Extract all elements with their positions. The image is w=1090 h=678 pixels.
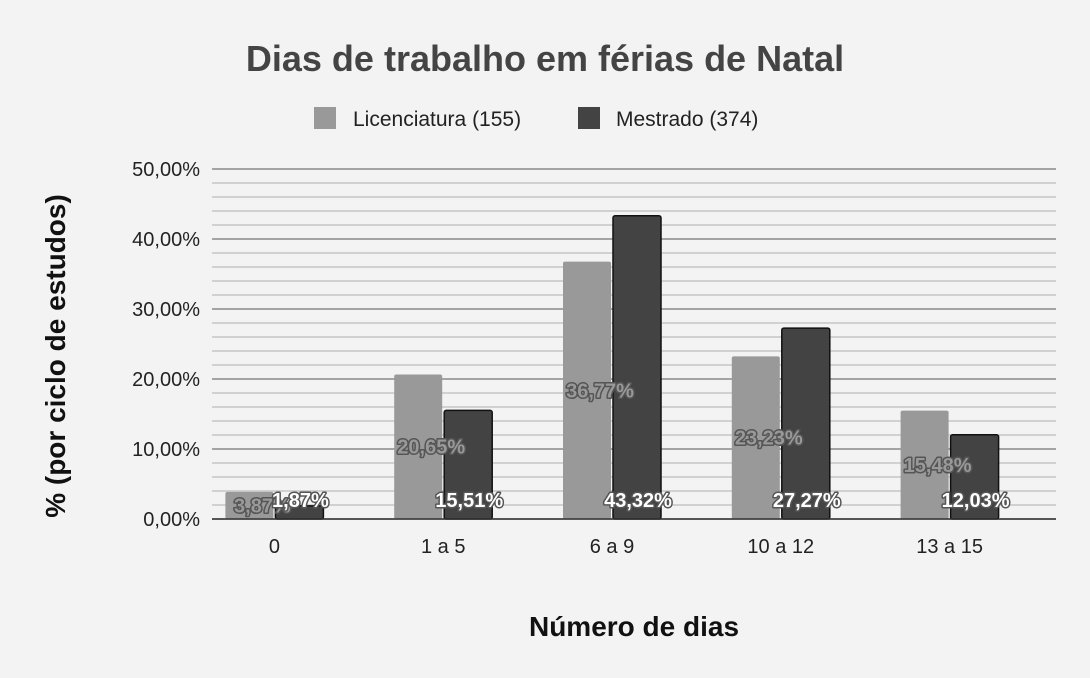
bar-licenciatura-10-a-12 [731, 356, 780, 519]
bar-licenciatura-1-a-5 [394, 374, 443, 519]
bar-licenciatura-6-a-9 [563, 261, 611, 519]
data-label-mestrado-10-a-12: 27,27% [773, 490, 841, 512]
legend: Licenciatura (155) Mestrado (374) [314, 107, 758, 131]
y-tick-label: 20,00% [132, 369, 200, 391]
y-tick-label: 40,00% [132, 229, 200, 251]
bar-licenciatura-13-a-15 [900, 410, 949, 519]
bar-licenciatura-0 [225, 491, 274, 519]
data-label-licenciatura-10-a-12: 23,23% [735, 428, 803, 450]
data-label-licenciatura-1-a-5: 20,65% [397, 437, 465, 459]
x-axis-ticks: 0 1 a 5 6 a 9 10 a 12 13 a 15 [269, 536, 983, 558]
bars [212, 215, 1056, 520]
legend-swatch-mestrado [578, 107, 600, 129]
x-tick-label: 1 a 5 [421, 536, 465, 558]
y-axis-title: % (por ciclo de estudos) [40, 194, 71, 518]
bar-mestrado-6-a-9 [612, 215, 662, 520]
y-tick-label: 30,00% [132, 299, 200, 321]
data-label-licenciatura-0: 3,87% [234, 495, 291, 517]
y-tick-label: 0,00% [143, 509, 200, 531]
data-label-mestrado-13-a-15: 12,03% [942, 490, 1010, 512]
legend-swatch-licenciatura [314, 107, 336, 129]
data-labels: 3,87% 20,65% 36,77% 23,23% 15,48% 1,87% 15,51%… [233, 379, 1012, 519]
x-tick-label: 13 a 15 [916, 536, 983, 558]
data-label-licenciatura-6-a-9: 36,77% [566, 380, 634, 402]
data-label-mestrado-1-a-5: 15,51% [435, 490, 503, 512]
x-tick-label: 6 a 9 [590, 536, 634, 558]
legend-label-mestrado: Mestrado (374) [616, 108, 758, 131]
data-label-licenciatura-13-a-15: 15,48% [904, 455, 972, 477]
y-tick-label: 10,00% [132, 439, 200, 461]
legend-label-licenciatura: Licenciatura (155) [353, 108, 521, 131]
chart-title: Dias de trabalho em férias de Natal [246, 38, 844, 79]
data-label-mestrado-6-a-9: 43,32% [604, 490, 672, 512]
y-axis-ticks: 0,00% 10,00% 20,00% 30,00% 40,00% 50,00% [132, 159, 200, 531]
x-tick-label: 0 [269, 536, 280, 558]
x-axis-title: Número de dias [529, 611, 739, 642]
x-tick-label: 10 a 12 [747, 536, 814, 558]
data-label-mestrado-0: 1,87% [272, 490, 329, 512]
y-tick-label: 50,00% [132, 159, 200, 181]
